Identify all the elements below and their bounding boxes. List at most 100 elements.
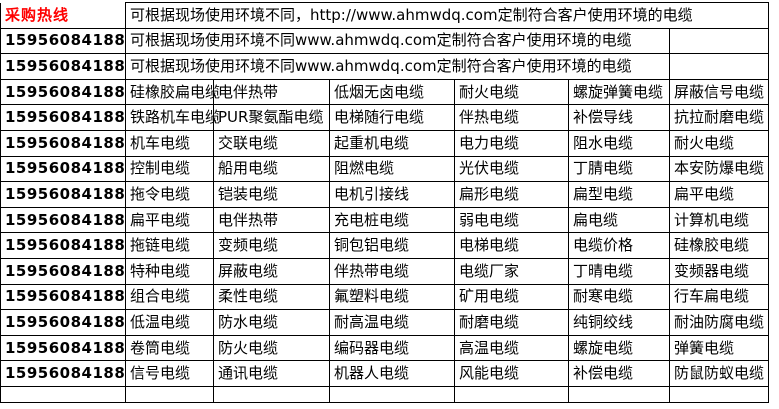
product-cell: 低烟无卤电缆: [329, 78, 455, 106]
product-cell: 补偿导线: [568, 104, 670, 131]
product-cell: 丁晴电缆: [568, 257, 670, 285]
product-cell: 纯铜绞线: [568, 309, 670, 336]
phone-number: 15956084188: [0, 181, 126, 208]
table-row-product: 15956084188 信号电缆 通讯电缆 机器人电缆 风能电缆 补偿电缆 防鼠…: [0, 360, 770, 387]
promo-text-line2: 可根据现场使用环境不同www.ahmwdq.com定制符合客户使用环境的电缆: [125, 53, 670, 80]
product-cell: 电缆价格: [568, 232, 670, 259]
product-cell: 耐火电缆: [454, 78, 569, 106]
product-cell: 组合电缆: [125, 283, 214, 311]
product-cell: 充电桩电缆: [329, 206, 455, 234]
phone-number: 15956084188: [0, 283, 126, 311]
product-cell: 防鼠防蚁电缆: [668, 360, 770, 387]
table-row-product: 15956084188 铁路机车电缆 PUR聚氨酯电缆 电梯随行电缆 伴热电缆 …: [0, 104, 770, 131]
phone-number: 15956084188: [0, 129, 126, 157]
product-cell: 变频器电缆: [668, 257, 770, 285]
product-cell: 耐火电缆: [668, 129, 770, 157]
product-cell: 耐高温电缆: [329, 309, 455, 336]
product-cell: 耐寒电缆: [568, 283, 670, 311]
product-cell: 屏蔽电缆: [213, 257, 330, 285]
product-cell: 螺旋弹簧电缆: [568, 78, 670, 106]
phone-number: 15956084188: [0, 360, 126, 387]
product-cell: 矿用电缆: [454, 283, 569, 311]
product-cell: 电缆厂家: [454, 257, 569, 285]
product-cell: 信号电缆: [125, 360, 214, 387]
empty-cell: [125, 385, 214, 403]
empty-cell: [668, 27, 770, 55]
empty-cell: [329, 385, 455, 403]
phone-number: 15956084188: [0, 53, 126, 80]
product-cell: 阻燃电缆: [329, 155, 455, 183]
product-cell: 扁平电缆: [668, 181, 770, 208]
product-cell: 电伴热带: [213, 206, 330, 234]
table-row-promo: 15956084188 可根据现场使用环境不同www.ahmwdq.com定制符…: [0, 27, 770, 55]
product-cell: 低温电缆: [125, 309, 214, 336]
product-cell: 卷筒电缆: [125, 334, 214, 362]
product-cell: 弱电电缆: [454, 206, 569, 234]
product-cell: 氟塑料电缆: [329, 283, 455, 311]
product-cell: 船用电缆: [213, 155, 330, 183]
hotline-label: 采购热线: [0, 2, 126, 29]
phone-number: 15956084188: [0, 334, 126, 362]
product-cell: 机器人电缆: [329, 360, 455, 387]
product-cell: 机车电缆: [125, 129, 214, 157]
product-cell: 高温电缆: [454, 334, 569, 362]
empty-cell: [0, 385, 126, 403]
promo-text-line2: 可根据现场使用环境不同www.ahmwdq.com定制符合客户使用环境的电缆: [125, 27, 670, 55]
product-cell: 行车扁电缆: [668, 283, 770, 311]
product-cell: 铜包铝电缆: [329, 232, 455, 259]
table-row-product: 15956084188 组合电缆 柔性电缆 氟塑料电缆 矿用电缆 耐寒电缆 行车…: [0, 283, 770, 311]
phone-number: 15956084188: [0, 257, 126, 285]
product-cell: 耐油防腐电缆: [668, 309, 770, 336]
promo-text-line1: 可根据现场使用环境不同，http://www.ahmwdq.com定制符合客户使…: [124, 2, 770, 29]
phone-number: 15956084188: [0, 232, 126, 259]
product-cell: 扁型电缆: [568, 181, 670, 208]
product-cell: 控制电缆: [125, 155, 214, 183]
table-row-product: 15956084188 硅橡胶扁电缆 电伴热带 低烟无卤电缆 耐火电缆 螺旋弹簧…: [0, 78, 770, 106]
table-row-product: 15956084188 拖链电缆 变频电缆 铜包铝电缆 电梯电缆 电缆价格 硅橡…: [0, 232, 770, 259]
product-cell: 编码器电缆: [329, 334, 455, 362]
product-cell: 补偿电缆: [568, 360, 670, 387]
product-cell: 硅橡胶扁电缆: [125, 78, 220, 106]
phone-number: 15956084188: [0, 155, 126, 183]
product-cell: 硅橡胶电缆: [668, 232, 770, 259]
product-cell: 本安防爆电缆: [668, 155, 770, 183]
table-row-product: 15956084188 低温电缆 防水电缆 耐高温电缆 耐磨电缆 纯铜绞线 耐油…: [0, 309, 770, 336]
empty-cell: [668, 53, 770, 80]
product-cell: 电梯随行电缆: [329, 104, 455, 131]
product-cell: 抗拉耐磨电缆: [668, 104, 770, 131]
product-cell: 起重机电缆: [329, 129, 455, 157]
table-row-product: 15956084188 卷筒电缆 防火电缆 编码器电缆 高温电缆 螺旋电缆 弹簧…: [0, 334, 770, 362]
product-cell: 扁形电缆: [454, 181, 569, 208]
product-cell: 伴热带电缆: [329, 257, 455, 285]
phone-number: 15956084188: [0, 104, 126, 131]
cable-product-table: 采购热线 可根据现场使用环境不同，http://www.ahmwdq.com定制…: [0, 2, 770, 403]
product-cell: 风能电缆: [454, 360, 569, 387]
table-row-hotline: 采购热线 可根据现场使用环境不同，http://www.ahmwdq.com定制…: [0, 2, 770, 29]
product-cell: 交联电缆: [213, 129, 330, 157]
phone-number: 15956084188: [0, 206, 126, 234]
product-cell: 特种电缆: [125, 257, 214, 285]
product-cell: 耐磨电缆: [454, 309, 569, 336]
product-cell: 铠装电缆: [213, 181, 330, 208]
product-cell: 计算机电缆: [668, 206, 770, 234]
table-row-product: 15956084188 扁平电缆 电伴热带 充电桩电缆 弱电电缆 扁电缆 计算机…: [0, 206, 770, 234]
product-cell: 电伴热带: [213, 78, 330, 106]
product-cell: 屏蔽信号电缆: [668, 78, 770, 106]
product-cell: 拖令电缆: [125, 181, 214, 208]
product-cell: 伴热电缆: [454, 104, 569, 131]
table-row-promo: 15956084188 可根据现场使用环境不同www.ahmwdq.com定制符…: [0, 53, 770, 80]
table-row-product: 15956084188 拖令电缆 铠装电缆 电机引接线 扁形电缆 扁型电缆 扁平…: [0, 181, 770, 208]
product-cell: 防水电缆: [213, 309, 330, 336]
phone-number: 15956084188: [0, 78, 126, 106]
empty-cell: [213, 385, 330, 403]
product-cell: 扁电缆: [568, 206, 670, 234]
product-cell: 扁平电缆: [125, 206, 214, 234]
table-row-product: 15956084188 机车电缆 交联电缆 起重机电缆 电力电缆 阻水电缆 耐火…: [0, 129, 770, 157]
product-cell: 拖链电缆: [125, 232, 214, 259]
product-cell: 光伏电缆: [454, 155, 569, 183]
product-cell: 电机引接线: [329, 181, 455, 208]
product-cell: 电梯电缆: [454, 232, 569, 259]
product-cell: 丁腈电缆: [568, 155, 670, 183]
product-cell: 柔性电缆: [213, 283, 330, 311]
